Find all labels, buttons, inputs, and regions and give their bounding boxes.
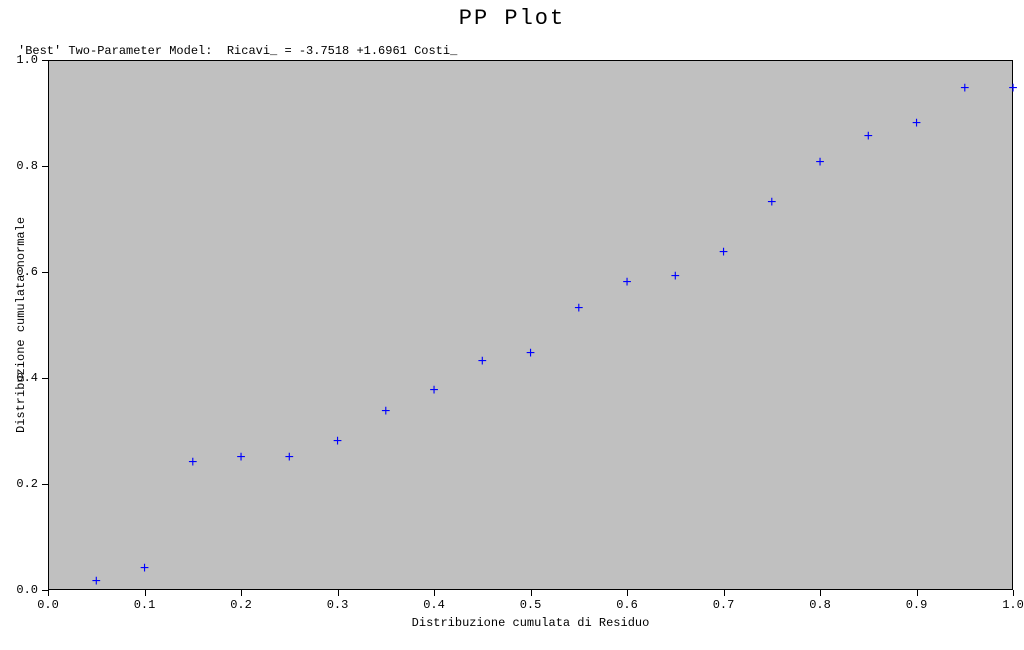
data-point: + [236, 450, 246, 466]
x-tick-label: 0.7 [713, 598, 735, 612]
x-tick-label: 1.0 [1002, 598, 1024, 612]
data-point: + [622, 275, 632, 291]
x-tick-label: 0.9 [906, 598, 928, 612]
data-point: + [477, 354, 487, 370]
data-point: + [960, 81, 970, 97]
data-point: + [140, 561, 150, 577]
y-tick-label: 0.6 [16, 265, 38, 279]
x-tick-label: 0.3 [327, 598, 349, 612]
chart-title: PP Plot [0, 6, 1024, 31]
x-tick-mark [434, 590, 435, 596]
x-tick-mark [338, 590, 339, 596]
y-tick-label: 1.0 [16, 53, 38, 67]
y-tick-mark [42, 590, 48, 591]
data-point: + [767, 195, 777, 211]
y-tick-label: 0.0 [16, 583, 38, 597]
y-axis-label: Distribuzione cumulata normale [14, 217, 28, 433]
y-tick-mark [42, 484, 48, 485]
x-tick-label: 0.1 [134, 598, 156, 612]
x-tick-label: 0.8 [809, 598, 831, 612]
x-tick-mark [1013, 590, 1014, 596]
data-point: + [91, 574, 101, 590]
x-tick-mark [820, 590, 821, 596]
x-tick-mark [531, 590, 532, 596]
data-point: + [670, 269, 680, 285]
y-tick-label: 0.8 [16, 159, 38, 173]
data-point: + [863, 129, 873, 145]
y-tick-mark [42, 166, 48, 167]
x-tick-label: 0.0 [37, 598, 59, 612]
data-point: + [284, 450, 294, 466]
data-point: + [815, 155, 825, 171]
x-tick-mark [627, 590, 628, 596]
x-tick-label: 0.5 [520, 598, 542, 612]
y-tick-mark [42, 60, 48, 61]
chart-page: PP Plot 'Best' Two-Parameter Model: Rica… [0, 0, 1024, 650]
chart-subtitle: 'Best' Two-Parameter Model: Ricavi_ = -3… [18, 44, 457, 58]
data-point: + [429, 383, 439, 399]
x-axis-label: Distribuzione cumulata di Residuo [48, 616, 1013, 630]
data-point: + [526, 346, 536, 362]
x-tick-mark [917, 590, 918, 596]
data-point: + [1008, 81, 1018, 97]
x-tick-mark [724, 590, 725, 596]
y-tick-label: 0.2 [16, 477, 38, 491]
x-tick-label: 0.2 [230, 598, 252, 612]
data-point: + [719, 245, 729, 261]
x-tick-label: 0.4 [423, 598, 445, 612]
data-point: + [574, 301, 584, 317]
x-tick-mark [241, 590, 242, 596]
data-point: + [381, 404, 391, 420]
x-tick-label: 0.6 [616, 598, 638, 612]
y-tick-label: 0.4 [16, 371, 38, 385]
x-tick-mark [145, 590, 146, 596]
data-point: + [188, 455, 198, 471]
x-tick-mark [48, 590, 49, 596]
data-point: + [333, 434, 343, 450]
data-point: + [912, 116, 922, 132]
y-tick-mark [42, 378, 48, 379]
y-tick-mark [42, 272, 48, 273]
